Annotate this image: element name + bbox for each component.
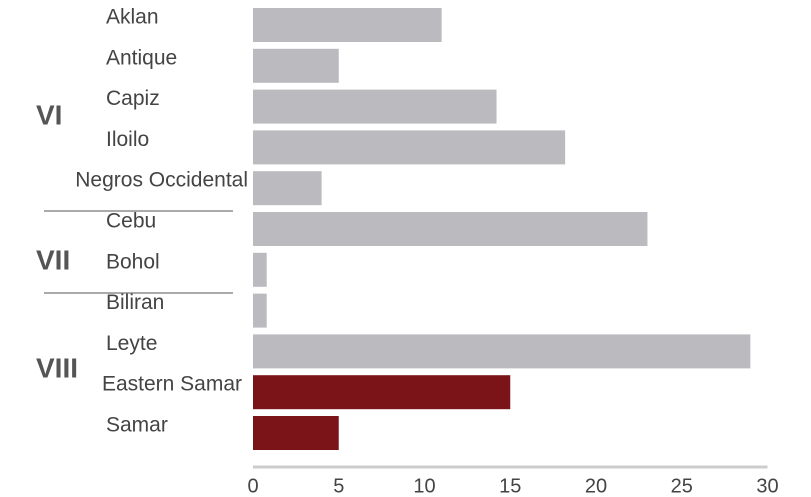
category-label-leyte: Leyte — [106, 332, 157, 355]
region-label-viii: VIII — [36, 352, 78, 383]
bar-biliran — [253, 293, 267, 328]
category-label-capiz: Capiz — [106, 87, 160, 110]
category-label-negros-occidental: Negros Occidental — [75, 169, 248, 192]
bar-eastern-samar — [253, 375, 511, 410]
x-tick-label-30: 30 — [756, 475, 778, 497]
x-tick-label-20: 20 — [585, 475, 607, 497]
x-tick-label-5: 5 — [333, 475, 344, 497]
category-label-iloilo: Iloilo — [106, 128, 149, 151]
bar-samar — [253, 416, 339, 450]
x-tick-label-10: 10 — [413, 475, 435, 497]
bar-aklan — [253, 8, 442, 42]
x-tick-label-0: 0 — [247, 475, 258, 497]
x-tick-label-25: 25 — [671, 475, 693, 497]
category-label-eastern-samar: Eastern Samar — [102, 373, 242, 396]
bar-leyte — [253, 334, 751, 369]
category-label-biliran: Biliran — [106, 291, 164, 314]
x-axis: 0 5 10 15 20 25 30 — [247, 465, 779, 497]
region-label-vi: VI — [36, 99, 62, 130]
bar-negros-occidental — [253, 171, 322, 206]
category-label-aklan: Aklan — [106, 6, 159, 29]
bar-antique — [253, 48, 339, 83]
category-label-antique: Antique — [106, 46, 177, 69]
region-label-vii: VII — [36, 244, 70, 275]
bar-cebu — [253, 212, 648, 246]
x-tick-label-15: 15 — [499, 475, 521, 497]
category-label-samar: Samar — [106, 414, 168, 437]
region-labels: VI VII VIII — [36, 99, 233, 383]
bar-iloilo — [253, 130, 566, 165]
category-label-bohol: Bohol — [106, 250, 160, 273]
bar-capiz — [253, 89, 497, 124]
bars-layer — [253, 8, 751, 450]
category-labels: Aklan Antique Capiz Iloilo Negros Occidental… — [75, 6, 248, 437]
bar-bohol — [253, 252, 267, 287]
category-label-cebu: Cebu — [106, 210, 156, 233]
